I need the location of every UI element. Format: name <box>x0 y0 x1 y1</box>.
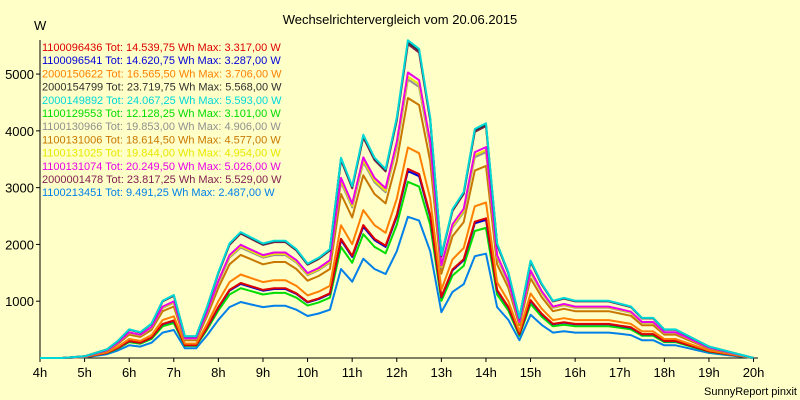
footer-credit: SunnyReport pinxit <box>704 386 797 398</box>
x-tick-label: 9h <box>256 365 270 380</box>
legend-entry-2000154799: 2000154799 Tot: 23.719,75 Wh Max: 5.568,… <box>42 82 282 94</box>
x-tick-label: 7h <box>167 365 181 380</box>
x-tick-label: 19h <box>698 365 720 380</box>
legend-entry-1100131006: 1100131006 Tot: 18.614,50 Wh Max: 4.577,… <box>42 134 281 146</box>
legend-entry-2000149892: 2000149892 Tot: 24.067,25 Wh Max: 5.593,… <box>42 95 282 107</box>
series-line-1100131006 <box>40 97 754 359</box>
series-line-2000149892 <box>40 39 754 359</box>
x-tick-label: 20h <box>743 365 765 380</box>
x-tick-label: 17h <box>609 365 631 380</box>
legend: 1100096436 Tot: 14.539,75 Wh Max: 3.317,… <box>42 42 282 199</box>
legend-entry-1100131025: 1100131025 Tot: 19.844,00 Wh Max: 4.954,… <box>42 148 281 160</box>
y-tick-label: 3000 <box>5 181 34 196</box>
x-tick-label: 11h <box>342 365 363 380</box>
legend-entry-1100096541: 1100096541 Tot: 14.620,75 Wh Max: 3.287,… <box>42 55 281 67</box>
legend-entry-1100129553: 1100129553 Tot: 12.128,25 Wh Max: 3.101,… <box>42 108 281 120</box>
legend-entry-2000150622: 2000150622 Tot: 16.565,50 Wh Max: 3.706,… <box>42 68 282 80</box>
x-tick-label: 8h <box>211 365 225 380</box>
legend-entry-1100213451: 1100213451 Tot: 9.491,25 Wh Max: 2.487,0… <box>42 187 275 199</box>
series-line-1100131074 <box>40 71 754 359</box>
chart-title: Wechselrichtervergleich vom 20.06.2015 <box>283 12 518 27</box>
legend-entry-1100096436: 1100096436 Tot: 14.539,75 Wh Max: 3.317,… <box>42 42 281 54</box>
legend-entry-1100131074: 1100131074 Tot: 20.249,50 Wh Max: 5.026,… <box>42 161 281 173</box>
x-tick-labels: 4h 5h 6h 7h 8h 9h 10h 11h 12h 13h 14h 15h 16h 17h 18h 1… <box>33 365 765 380</box>
x-tick-label: 6h <box>122 365 136 380</box>
series-line-2000150622 <box>40 146 754 359</box>
series-lines <box>40 39 754 359</box>
y-tick-label: 4000 <box>5 124 34 139</box>
y-tick-labels: 1000 2000 3000 4000 5000 <box>5 67 34 309</box>
x-tick-label: 18h <box>653 365 675 380</box>
y-axis-label: W <box>34 18 47 33</box>
y-tick-label: 1000 <box>5 294 34 309</box>
x-tick-label: 15h <box>520 365 542 380</box>
x-tick-label: 10h <box>297 365 319 380</box>
x-tick-label: 14h <box>475 365 497 380</box>
legend-entry-1100130966: 1100130966 Tot: 19.853,00 Wh Max: 4.906,… <box>42 121 281 133</box>
legend-entry-2000001478: 2000001478 Tot: 23.817,25 Wh Max: 5.529,… <box>42 174 282 186</box>
x-tick-label: 16h <box>564 365 586 380</box>
series-line-1100213451 <box>40 215 754 359</box>
series-line-1100096436 <box>40 167 754 359</box>
y-tick-label: 2000 <box>5 237 34 252</box>
x-tick-label: 12h <box>386 365 408 380</box>
x-tick-label: 5h <box>77 365 91 380</box>
y-tick-label: 5000 <box>5 67 34 82</box>
x-tick-label: 4h <box>33 365 47 380</box>
x-tick-label: 13h <box>431 365 453 380</box>
